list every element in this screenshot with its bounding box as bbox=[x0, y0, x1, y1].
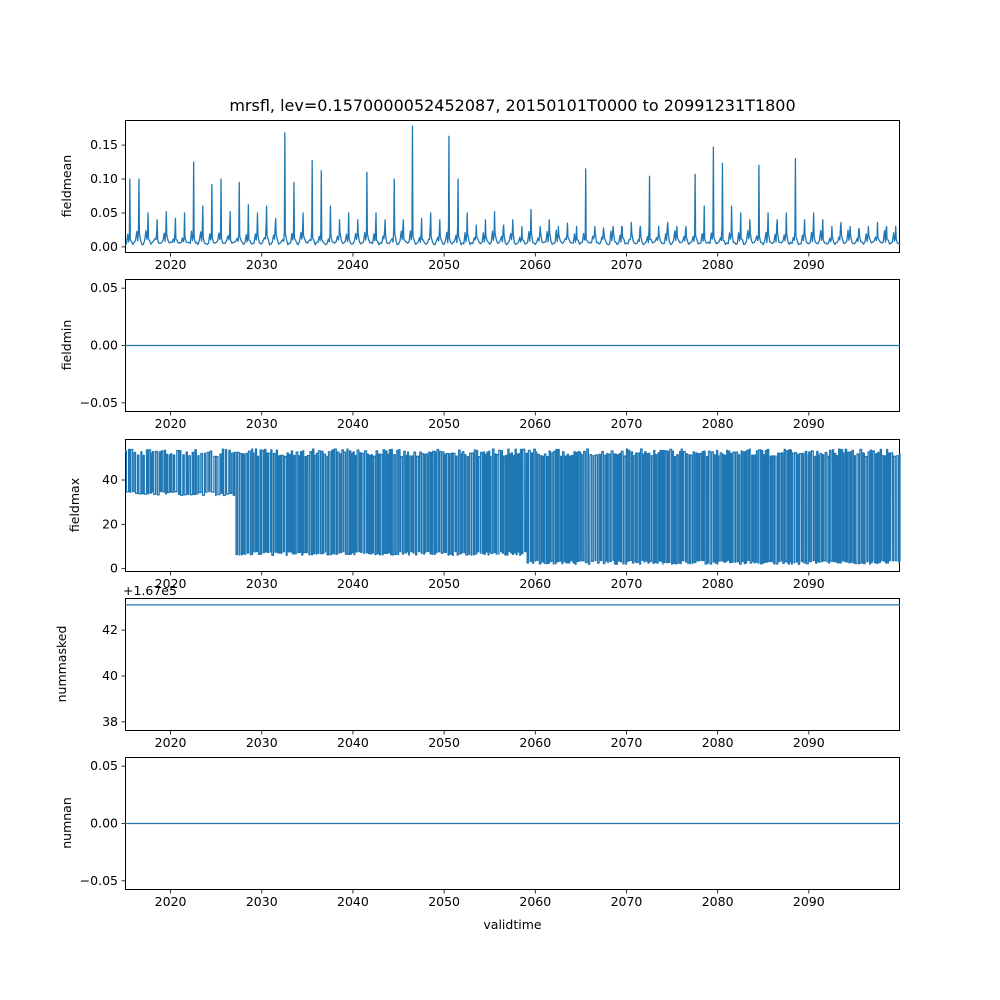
x-tick-label: 2040 bbox=[337, 576, 369, 591]
subplot-fieldmin: fieldmin 2020 2030 2040 2050 2060 2070 2080 209… bbox=[0, 279, 1000, 431]
y-tick-label: 0.00 bbox=[90, 338, 118, 353]
x-tick-label: 2090 bbox=[793, 576, 825, 591]
x-tick-label: 2050 bbox=[428, 576, 460, 591]
plot-area-nummasked: 2020 2030 2040 2050 2060 2070 2080 2090 38 40 42 bbox=[102, 598, 900, 750]
subplot-nummasked: nummasked +1.67e5 2020 2030 2040 2050 2060 20… bbox=[0, 583, 1000, 750]
x-tick-label: 2080 bbox=[702, 735, 734, 750]
y-tick-label: −0.05 bbox=[80, 395, 118, 410]
series-line bbox=[125, 448, 901, 565]
x-tick-label: 2070 bbox=[611, 894, 643, 909]
y-tick-label: 0.00 bbox=[90, 239, 118, 254]
x-tick-label: 2080 bbox=[702, 894, 734, 909]
x-tick-label: 2030 bbox=[246, 416, 278, 431]
subplot-fieldmax: fieldmax 2020 2030 2040 2050 2060 2070 2080 209… bbox=[0, 439, 1000, 591]
y-axis-label-numnan: numnan bbox=[59, 797, 74, 849]
axes-frame bbox=[125, 120, 900, 253]
y-tick-label: 0 bbox=[110, 561, 118, 576]
x-axis-label: validtime bbox=[483, 917, 542, 932]
plot-area-fieldmean: 2020 2030 2040 2050 2060 2070 2080 2090 0.00 0.05… bbox=[90, 120, 901, 272]
plot-area-numnan: 2020 2030 2040 2050 2060 2070 2080 2090 −0.05 0.0… bbox=[80, 757, 900, 909]
x-tick-label: 2040 bbox=[337, 416, 369, 431]
y-tick-label: 42 bbox=[102, 622, 118, 637]
x-tick-label: 2060 bbox=[519, 416, 551, 431]
subplot-numnan: numnan 2020 2030 2040 2050 2060 2070 2080 2090 −… bbox=[0, 757, 1000, 909]
x-tick-label: 2070 bbox=[611, 257, 643, 272]
y-tick-label: 0.15 bbox=[90, 137, 118, 152]
x-tick-label: 2060 bbox=[519, 894, 551, 909]
y-axis-label-fieldmean: fieldmean bbox=[59, 154, 74, 218]
x-tick-label: 2090 bbox=[793, 894, 825, 909]
x-tick-label: 2020 bbox=[155, 576, 187, 591]
x-tick-label: 2040 bbox=[337, 894, 369, 909]
chart-title: mrsfl, lev=0.1570000052452087, 20150101T… bbox=[229, 96, 796, 115]
x-tick-label: 2020 bbox=[155, 416, 187, 431]
y-axis-label-fieldmin: fieldmin bbox=[59, 319, 74, 371]
y-axis-label-fieldmax: fieldmax bbox=[67, 477, 82, 533]
axes-frame bbox=[125, 598, 900, 731]
y-tick-label: 40 bbox=[102, 472, 118, 487]
y-tick-label: 0.05 bbox=[90, 280, 118, 295]
x-tick-label: 2060 bbox=[519, 576, 551, 591]
y-axis-label-nummasked: nummasked bbox=[54, 625, 69, 703]
x-tick-label: 2020 bbox=[155, 257, 187, 272]
x-tick-label: 2030 bbox=[246, 735, 278, 750]
y-tick-label: 0.05 bbox=[90, 205, 118, 220]
x-tick-label: 2050 bbox=[428, 416, 460, 431]
x-tick-label: 2080 bbox=[702, 257, 734, 272]
y-tick-label: 0.05 bbox=[90, 758, 118, 773]
y-tick-label: 20 bbox=[102, 516, 118, 531]
x-tick-label: 2090 bbox=[793, 416, 825, 431]
y-tick-label: 0.00 bbox=[90, 816, 118, 831]
y-axis-offset-text: +1.67e5 bbox=[123, 583, 177, 598]
x-tick-label: 2020 bbox=[155, 894, 187, 909]
y-tick-label: 0.10 bbox=[90, 171, 118, 186]
x-tick-label: 2070 bbox=[611, 576, 643, 591]
x-tick-label: 2090 bbox=[793, 735, 825, 750]
x-tick-label: 2050 bbox=[428, 735, 460, 750]
x-tick-label: 2070 bbox=[611, 416, 643, 431]
subplot-fieldmean: fieldmean 2020 2030 2040 2050 2060 2070 2080 20… bbox=[0, 120, 1000, 272]
y-tick-label: 38 bbox=[102, 714, 118, 729]
x-tick-label: 2030 bbox=[246, 894, 278, 909]
x-tick-label: 2040 bbox=[337, 735, 369, 750]
x-tick-label: 2050 bbox=[428, 257, 460, 272]
x-tick-label: 2030 bbox=[246, 257, 278, 272]
x-tick-label: 2080 bbox=[702, 416, 734, 431]
y-tick-label: 40 bbox=[102, 668, 118, 683]
y-tick-label: −0.05 bbox=[80, 873, 118, 888]
x-tick-label: 2030 bbox=[246, 576, 278, 591]
x-tick-label: 2020 bbox=[155, 735, 187, 750]
x-tick-label: 2040 bbox=[337, 257, 369, 272]
x-tick-label: 2050 bbox=[428, 894, 460, 909]
plot-area-fieldmin: 2020 2030 2040 2050 2060 2070 2080 2090 −0.05 0.0… bbox=[80, 279, 900, 431]
x-tick-label: 2060 bbox=[519, 735, 551, 750]
x-tick-label: 2090 bbox=[793, 257, 825, 272]
x-tick-label: 2080 bbox=[702, 576, 734, 591]
x-tick-label: 2060 bbox=[519, 257, 551, 272]
x-tick-label: 2070 bbox=[611, 735, 643, 750]
series-line bbox=[124, 125, 901, 246]
